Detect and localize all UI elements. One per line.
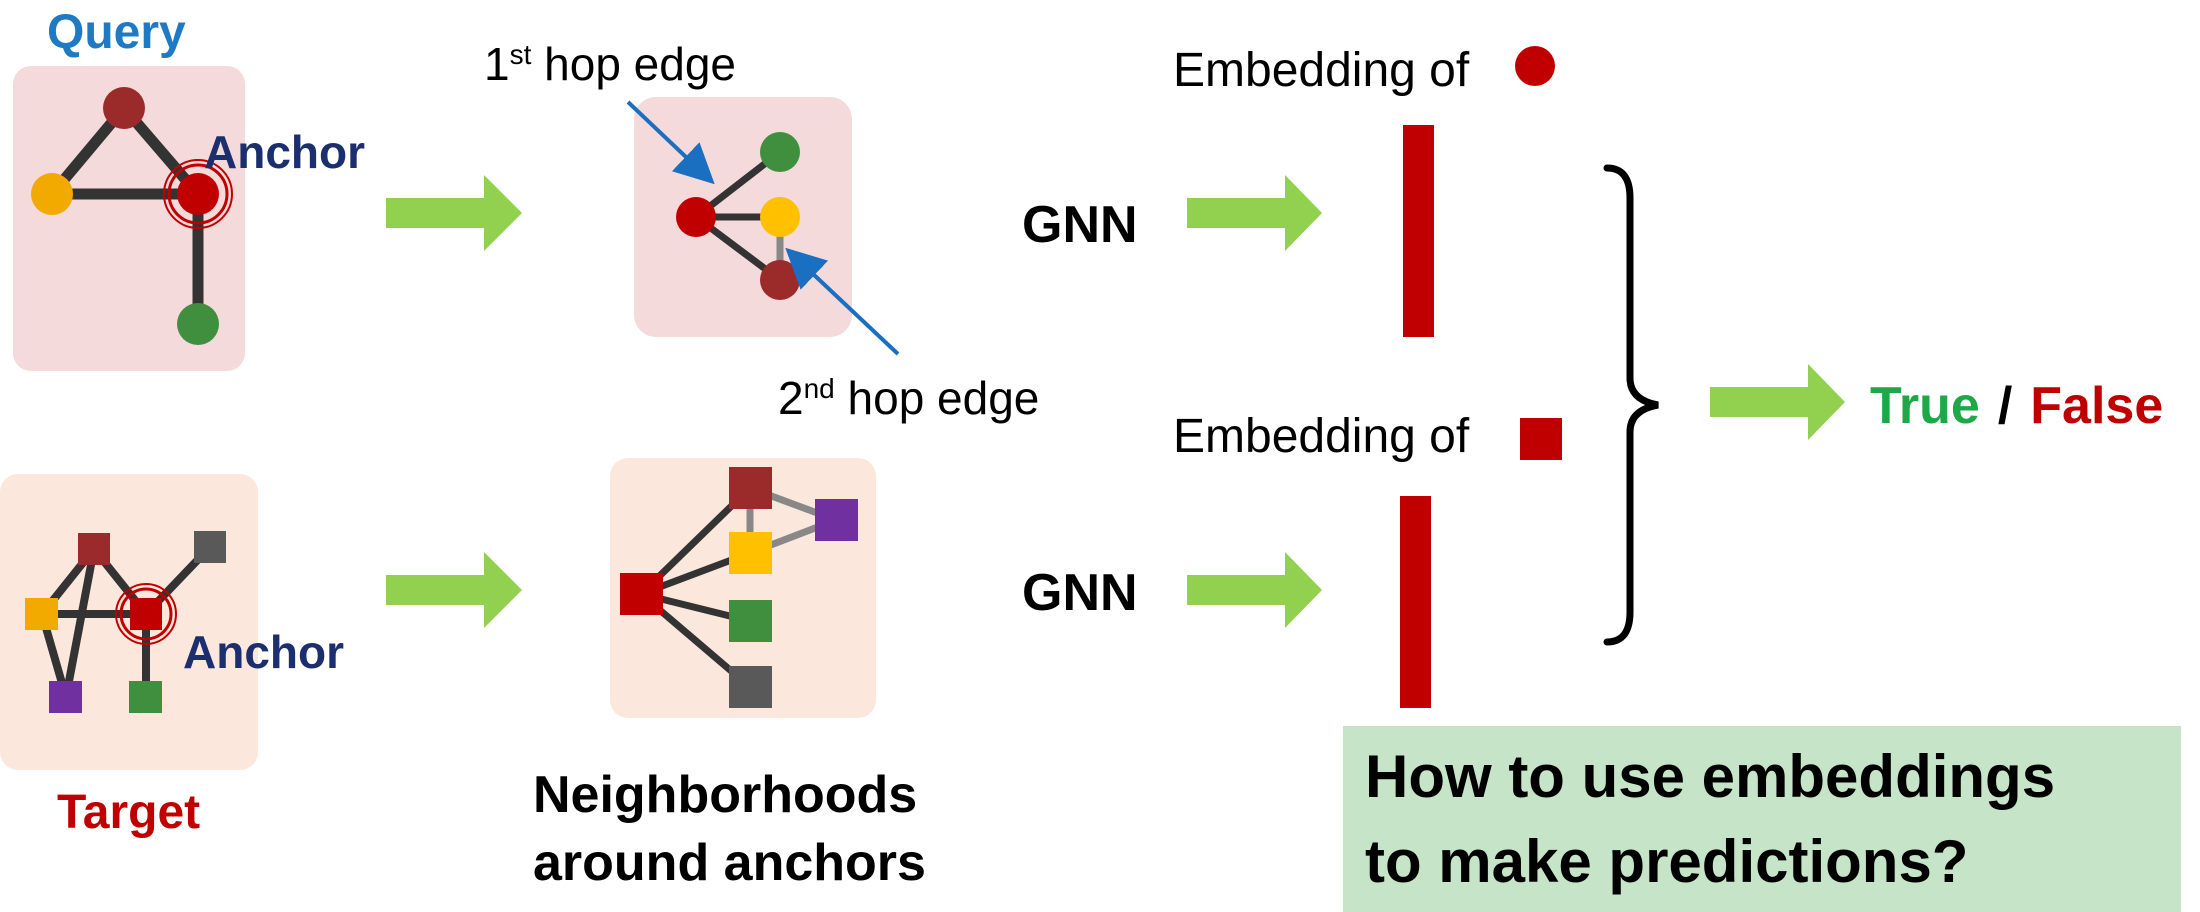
query-label: Query xyxy=(47,6,186,59)
square-node-icon xyxy=(194,531,226,563)
query-anchor-label: Anchor xyxy=(204,126,365,178)
anchor-circle-node-icon xyxy=(177,173,219,215)
circle-node-icon xyxy=(760,260,800,300)
square-node-icon xyxy=(729,532,772,574)
circle-node-icon xyxy=(177,303,219,345)
right-arrow-icon xyxy=(386,175,522,251)
anchor-ring-icon xyxy=(115,583,177,645)
square-node-icon xyxy=(129,681,162,713)
circle-node-icon xyxy=(760,197,800,237)
right-arrow-icon xyxy=(1187,552,1322,628)
right-arrow-icon xyxy=(386,552,522,628)
anchor-ring-icon xyxy=(163,159,233,229)
anchor-square-node-icon xyxy=(130,598,162,630)
target-anchor-label: Anchor xyxy=(183,626,344,678)
target-neighborhood-panel xyxy=(610,458,876,718)
embedding-of-label-top: Embedding of xyxy=(1173,44,1470,97)
gnn-label-top: GNN xyxy=(1022,196,1138,254)
second-hop-edge-label: 2nd hop edge xyxy=(778,372,1039,424)
square-node-icon xyxy=(1520,418,1562,460)
anchor-circle-node-icon xyxy=(676,197,716,237)
square-node-icon xyxy=(49,681,82,713)
target-edge xyxy=(62,548,98,698)
square-node-icon xyxy=(729,467,772,509)
neighborhoods-caption-line2: around anchors xyxy=(533,834,926,892)
question-line1: How to use embeddings xyxy=(1365,743,2055,810)
target-embedding-bar xyxy=(1400,496,1431,708)
square-node-icon xyxy=(815,499,858,541)
right-arrow-icon xyxy=(1710,364,1845,440)
target-graph xyxy=(25,531,226,713)
first-hop-edge-label: 1st hop edge xyxy=(484,38,736,90)
square-node-icon xyxy=(78,533,110,565)
right-curly-brace-icon xyxy=(1603,164,1659,646)
anchor-ring-icon xyxy=(119,587,173,641)
circle-node-icon xyxy=(760,132,800,172)
query-graph xyxy=(31,87,233,345)
prediction-result-label: True / False xyxy=(1870,377,2163,435)
square-node-icon xyxy=(25,598,58,630)
anchor-square-node-icon xyxy=(620,573,663,615)
target-label: Target xyxy=(57,786,200,839)
query-embedding-bar xyxy=(1403,125,1434,337)
question-line2: to make predictions? xyxy=(1365,828,1968,895)
question-box xyxy=(1343,726,2181,912)
anchor-ring-icon xyxy=(167,163,229,225)
query-graph-panel xyxy=(13,66,245,371)
circle-node-icon xyxy=(31,173,73,215)
gnn-label-bottom: GNN xyxy=(1022,564,1138,622)
square-node-icon xyxy=(729,600,772,642)
first-hop-pointer-arrow xyxy=(626,100,715,185)
second-hop-pointer-arrow xyxy=(785,247,900,356)
query-neighborhood-graph xyxy=(676,132,800,300)
circle-node-icon xyxy=(103,87,145,129)
square-node-icon xyxy=(729,666,772,708)
circle-node-icon xyxy=(1515,46,1555,86)
embedding-of-label-bottom: Embedding of xyxy=(1173,410,1470,463)
right-arrow-icon xyxy=(1187,175,1322,251)
neighborhoods-caption-line1: Neighborhoods xyxy=(533,766,917,824)
target-neighborhood-graph xyxy=(620,467,858,708)
